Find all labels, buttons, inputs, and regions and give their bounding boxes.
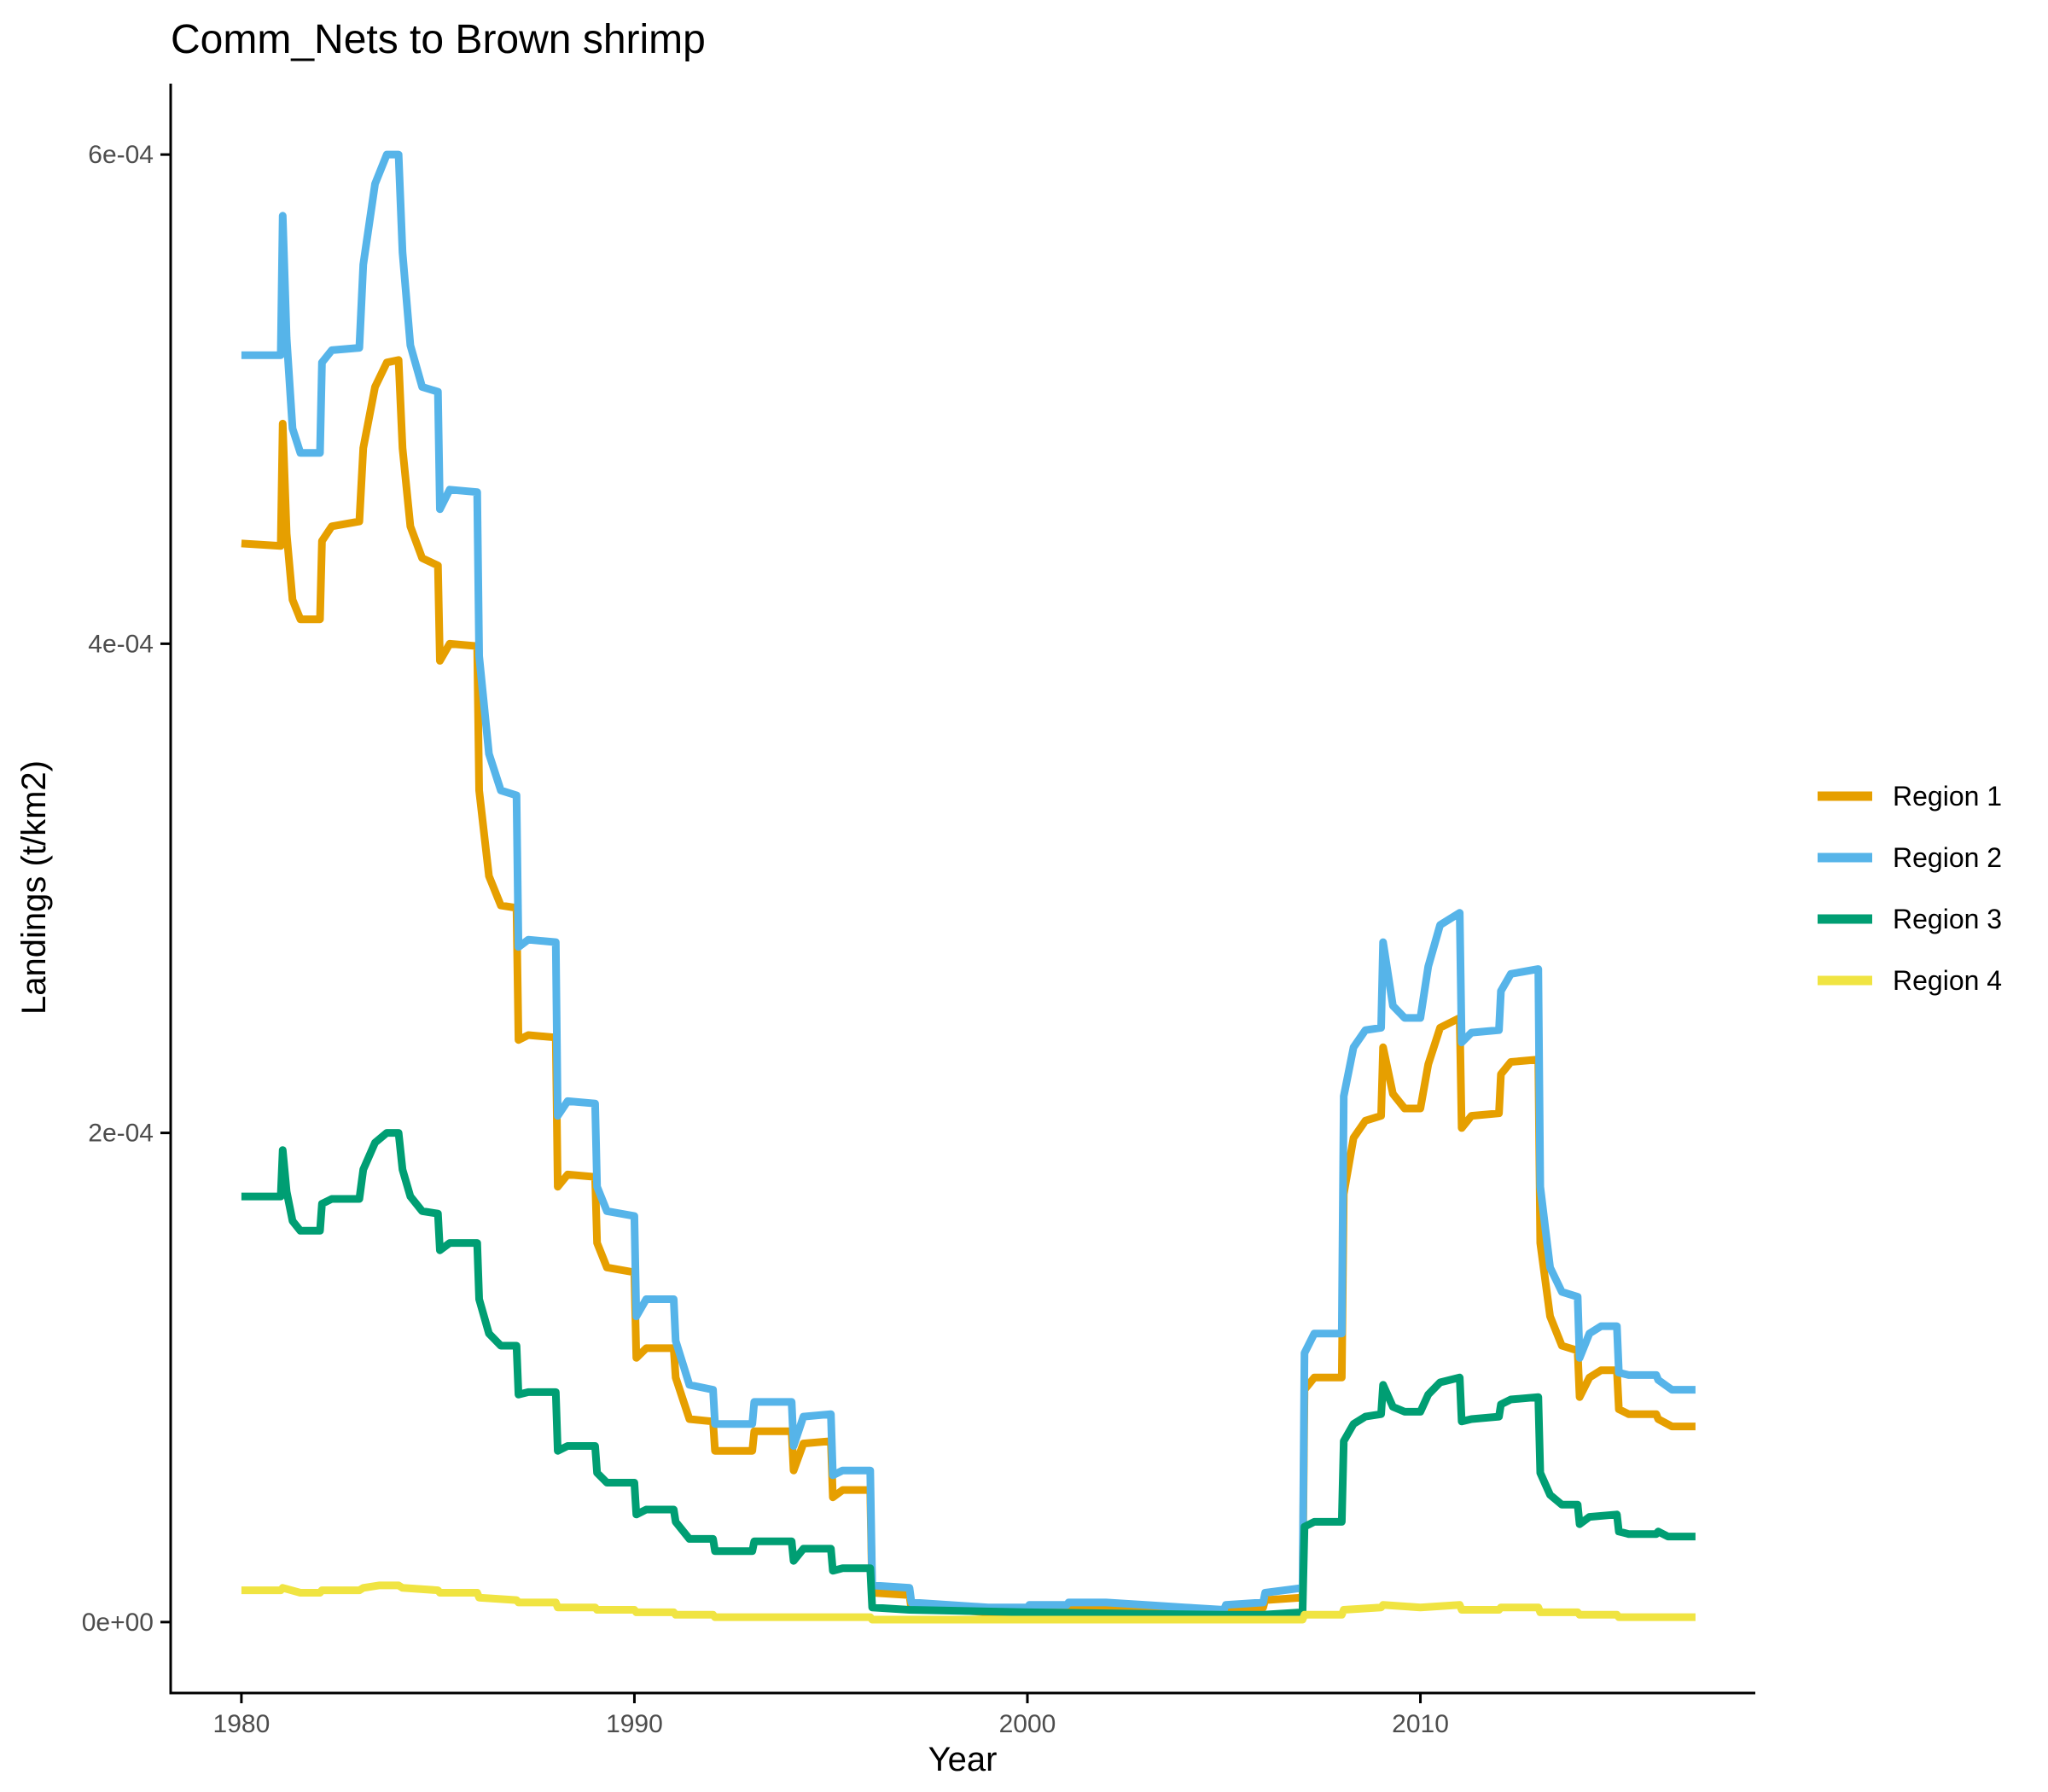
legend-label-region-3: Region 3	[1893, 904, 2002, 934]
y-tick-label: 0e+00	[82, 1609, 154, 1637]
legend-label-region-1: Region 1	[1893, 781, 2002, 812]
x-tick-label: 2000	[999, 1710, 1056, 1738]
series-line-region-2	[241, 150, 1696, 1614]
x-tick-label: 1980	[213, 1710, 271, 1738]
chart-title: Comm_Nets to Brown shrimp	[171, 17, 706, 62]
y-axis-ticks: 0e+00 2e-04 4e-04 6e-04	[82, 141, 171, 1637]
series-line-region-4	[241, 1581, 1696, 1624]
y-tick-label: 4e-04	[88, 630, 154, 658]
legend-label-region-2: Region 2	[1893, 842, 2002, 873]
y-tick-label: 6e-04	[88, 141, 154, 169]
legend-label-region-4: Region 4	[1893, 965, 2002, 996]
x-axis-title: Year	[928, 1741, 998, 1778]
series-line-region-3	[241, 1129, 1696, 1619]
legend: Region 1 Region 2 Region 3 Region 4	[1818, 781, 2002, 996]
x-axis-ticks: 1980 1990 2000 2010	[213, 1693, 1449, 1738]
x-tick-label: 2010	[1392, 1710, 1449, 1738]
x-tick-label: 1990	[606, 1710, 663, 1738]
series-layer	[241, 150, 1696, 1624]
series-line-region-1	[241, 356, 1696, 1616]
y-axis-title: Landings (t/km2)	[15, 760, 53, 1015]
y-tick-label: 2e-04	[88, 1120, 154, 1148]
